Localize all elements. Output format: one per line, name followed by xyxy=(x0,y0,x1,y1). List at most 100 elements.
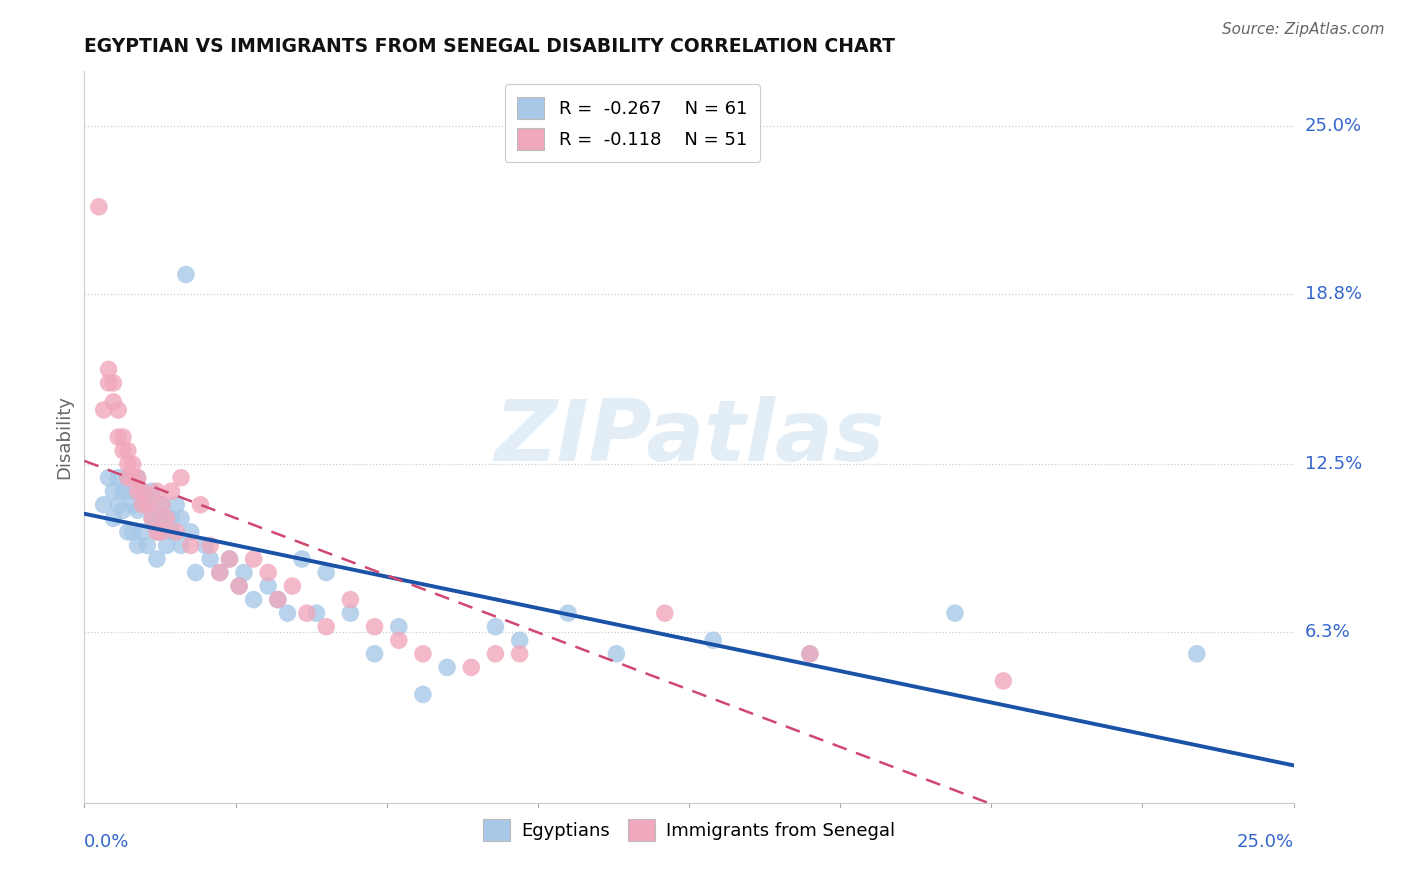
Point xyxy=(654,606,676,620)
Point xyxy=(208,566,231,580)
Point xyxy=(136,538,159,552)
Point xyxy=(127,471,149,485)
Point xyxy=(165,524,187,539)
Text: EGYPTIAN VS IMMIGRANTS FROM SENEGAL DISABILITY CORRELATION CHART: EGYPTIAN VS IMMIGRANTS FROM SENEGAL DISA… xyxy=(84,37,896,56)
Point xyxy=(509,647,531,661)
Text: 6.3%: 6.3% xyxy=(1305,624,1350,641)
Legend: Egyptians, Immigrants from Senegal: Egyptians, Immigrants from Senegal xyxy=(475,812,903,848)
Point xyxy=(117,471,139,485)
Point xyxy=(121,457,143,471)
Point xyxy=(165,498,187,512)
Point xyxy=(170,538,193,552)
Point xyxy=(141,511,163,525)
Point xyxy=(170,471,193,485)
Point xyxy=(412,688,434,702)
Point xyxy=(112,503,135,517)
Point xyxy=(1185,647,1208,661)
Point xyxy=(267,592,290,607)
Point xyxy=(103,484,125,499)
Point xyxy=(107,498,129,512)
Point xyxy=(112,484,135,499)
Text: 25.0%: 25.0% xyxy=(1305,117,1362,135)
Point xyxy=(228,579,250,593)
Point xyxy=(146,524,169,539)
Point xyxy=(150,498,173,512)
Point xyxy=(112,443,135,458)
Point xyxy=(141,511,163,525)
Point xyxy=(228,579,250,593)
Point xyxy=(117,457,139,471)
Point xyxy=(127,538,149,552)
Text: 25.0%: 25.0% xyxy=(1236,833,1294,851)
Text: 0.0%: 0.0% xyxy=(84,833,129,851)
Point xyxy=(117,471,139,485)
Point xyxy=(799,647,821,661)
Point xyxy=(276,606,298,620)
Point xyxy=(127,503,149,517)
Point xyxy=(315,566,337,580)
Point xyxy=(97,362,120,376)
Y-axis label: Disability: Disability xyxy=(55,395,73,479)
Text: Source: ZipAtlas.com: Source: ZipAtlas.com xyxy=(1222,22,1385,37)
Point xyxy=(484,620,506,634)
Point xyxy=(339,592,361,607)
Point xyxy=(799,647,821,661)
Point xyxy=(93,498,115,512)
Point xyxy=(121,498,143,512)
Point xyxy=(281,579,304,593)
Point xyxy=(484,647,506,661)
Point xyxy=(146,524,169,539)
Point xyxy=(218,552,240,566)
Point xyxy=(155,538,177,552)
Point xyxy=(509,633,531,648)
Point xyxy=(388,633,411,648)
Point xyxy=(103,395,125,409)
Point xyxy=(107,430,129,444)
Point xyxy=(174,268,197,282)
Point xyxy=(218,552,240,566)
Point xyxy=(943,606,966,620)
Point xyxy=(155,511,177,525)
Point xyxy=(190,498,212,512)
Point xyxy=(305,606,328,620)
Point xyxy=(605,647,627,661)
Point xyxy=(146,552,169,566)
Point xyxy=(436,660,458,674)
Point xyxy=(198,538,221,552)
Point xyxy=(131,484,153,499)
Point xyxy=(702,633,724,648)
Point xyxy=(242,552,264,566)
Point xyxy=(184,566,207,580)
Point xyxy=(87,200,110,214)
Point xyxy=(117,443,139,458)
Point xyxy=(131,524,153,539)
Point xyxy=(198,552,221,566)
Point xyxy=(117,484,139,499)
Point xyxy=(315,620,337,634)
Point xyxy=(339,606,361,620)
Point xyxy=(146,484,169,499)
Text: ZIPatlas: ZIPatlas xyxy=(494,395,884,479)
Point xyxy=(131,498,153,512)
Point xyxy=(112,430,135,444)
Point xyxy=(160,484,183,499)
Point xyxy=(141,484,163,499)
Point xyxy=(257,566,280,580)
Point xyxy=(242,592,264,607)
Point xyxy=(93,403,115,417)
Point xyxy=(107,403,129,417)
Point xyxy=(412,647,434,661)
Point xyxy=(117,524,139,539)
Text: 12.5%: 12.5% xyxy=(1305,455,1362,473)
Point xyxy=(257,579,280,593)
Point xyxy=(194,538,217,552)
Point xyxy=(363,620,385,634)
Point xyxy=(180,538,202,552)
Point xyxy=(150,498,173,512)
Point xyxy=(180,524,202,539)
Point xyxy=(121,471,143,485)
Point xyxy=(103,511,125,525)
Point xyxy=(460,660,482,674)
Point xyxy=(160,524,183,539)
Point xyxy=(136,498,159,512)
